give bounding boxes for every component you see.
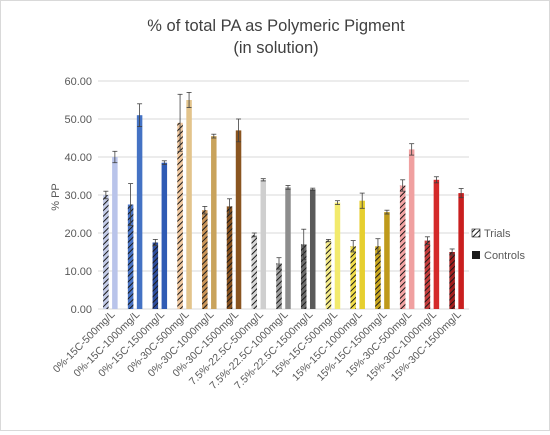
y-tick-label: 20.00 (64, 228, 92, 240)
legend-label-trials: Trials (484, 228, 511, 240)
bar-controls (334, 202, 341, 309)
error-bar-controls (359, 192, 365, 209)
x-axis-labels: 0%-15C-500mg/L0%-15C-1000mg/L0%-15C-1500… (51, 309, 464, 392)
bars (103, 100, 464, 309)
error-bar-trials (251, 232, 257, 238)
error-bar-controls (384, 209, 390, 215)
chart-subtitle: (in solution) (233, 39, 318, 57)
bar-trials-hatch (424, 240, 431, 309)
bar-controls (359, 200, 365, 309)
bar-controls (458, 193, 464, 309)
error-bar-trials (276, 257, 282, 270)
error-bar-controls (433, 176, 439, 184)
bar-controls (309, 189, 316, 309)
bar-controls (260, 179, 267, 309)
error-bar-controls (161, 160, 167, 166)
legend: Trials Controls (471, 228, 525, 262)
error-bar-controls (409, 143, 415, 156)
y-tick-label: 0.00 (71, 304, 92, 316)
y-axis-title: % PP (50, 183, 62, 211)
error-bar-trials (152, 239, 158, 246)
bar-trials-hatch (127, 204, 134, 309)
error-bar-trials (449, 248, 455, 256)
legend-item-trials: Trials (471, 228, 511, 240)
bar-trials-hatch (251, 234, 258, 309)
bar-trials-hatch (276, 263, 282, 309)
bar-controls (112, 157, 118, 309)
bar-trials-hatch (300, 244, 307, 309)
error-bar-controls (137, 103, 143, 127)
y-tick-label: 10.00 (64, 266, 92, 278)
y-tick-label: 40.00 (64, 152, 92, 164)
bar-controls (408, 149, 415, 309)
error-bar-controls (260, 178, 266, 182)
error-bar-controls (186, 92, 192, 108)
error-bar-trials (375, 238, 381, 255)
bar-controls (235, 130, 242, 309)
error-bar-trials (350, 240, 356, 253)
legend-item-controls: Controls (472, 250, 525, 262)
error-bar-trials (227, 198, 233, 215)
bar-trials-hatch (202, 210, 208, 309)
y-tick-label: 30.00 (64, 190, 92, 202)
error-bar-controls (112, 150, 118, 164)
bar-trials-hatch (103, 195, 109, 309)
bar-trials-hatch (399, 185, 406, 309)
bar-trials-hatch (152, 242, 159, 309)
bar-trials-hatch (177, 122, 183, 309)
bar-controls (285, 187, 291, 309)
bar-controls (384, 212, 390, 309)
legend-swatch-controls (472, 251, 480, 259)
gridlines (98, 80, 469, 310)
error-bar-controls (334, 200, 340, 205)
error-bar-trials (103, 190, 109, 200)
error-bar-trials (128, 183, 134, 226)
error-bar-controls (211, 133, 217, 139)
bar-trials-hatch (375, 246, 381, 309)
y-axis-ticks: 0.00 10.00 20.00 30.00 40.00 50.00 60.00 (64, 76, 92, 316)
error-bar-controls (458, 188, 464, 199)
error-bar-trials (202, 205, 208, 215)
error-bar-trials (177, 93, 183, 152)
error-bar-trials (400, 179, 406, 192)
y-tick-label: 50.00 (64, 114, 92, 126)
bar-controls (211, 136, 217, 309)
bar-controls (161, 162, 168, 309)
bar-controls (433, 179, 440, 309)
error-bar-trials (325, 239, 331, 243)
error-bar-controls (285, 185, 291, 190)
error-bar-trials (424, 236, 430, 245)
y-tick-label: 60.00 (64, 76, 92, 88)
bar-controls (136, 115, 143, 309)
error-bar-controls (310, 187, 316, 191)
bar-trials-hatch (226, 206, 233, 309)
error-bar-controls (236, 118, 242, 143)
chart-title: % of total PA as Polymeric Pigment (147, 17, 405, 35)
error-bar-trials (301, 228, 307, 261)
error-bars (103, 92, 464, 270)
legend-label-controls: Controls (484, 250, 525, 262)
bar-trials-hatch (449, 252, 455, 309)
bar-trials-hatch (325, 240, 332, 309)
legend-swatch-trials-hatch (472, 229, 480, 237)
bar-trials-hatch (350, 246, 356, 309)
bar-controls (186, 100, 192, 309)
